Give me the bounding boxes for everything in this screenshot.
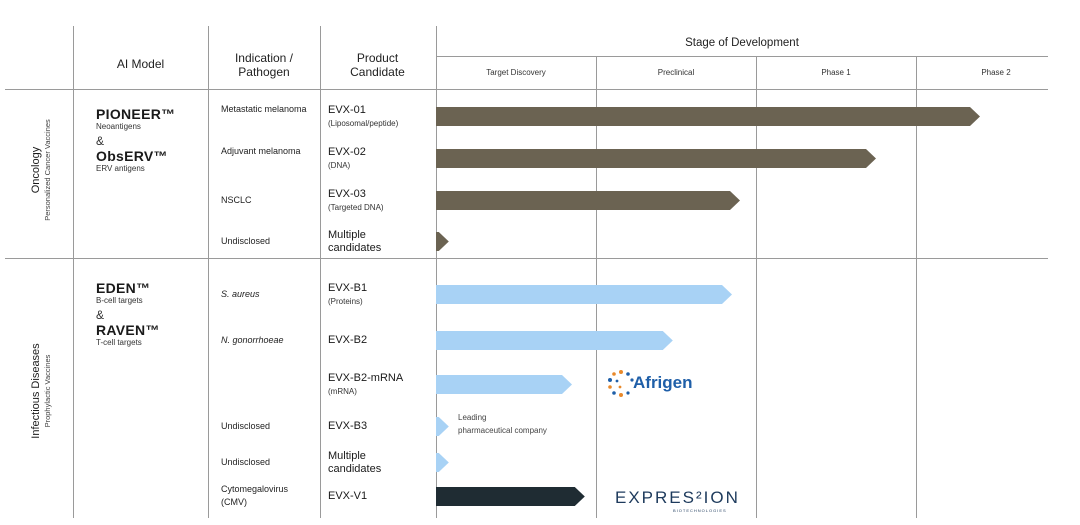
- partner-afrigen: Afrigen: [633, 373, 693, 392]
- stage-header-3: Phase 2: [981, 68, 1011, 77]
- afrigen-dots-icon: [608, 370, 634, 397]
- row-product-name: Multiple candidates: [328, 450, 382, 475]
- stage-header-0: Target Discovery: [486, 68, 546, 77]
- stage-header-2: Phase 1: [821, 68, 851, 77]
- row-indication: Undisclosed: [221, 457, 271, 467]
- row-bar-shape: [436, 486, 585, 506]
- row-bar-shape: [436, 284, 732, 304]
- model-ampersand-2: &: [96, 308, 105, 322]
- stage-header-1: Preclinical: [657, 68, 695, 77]
- row-bar-shape: [436, 452, 449, 472]
- row-product: EVX-02 (DNA): [328, 146, 433, 172]
- grid-vline-stage3: [916, 56, 917, 518]
- row-product-sub: (Proteins): [328, 297, 363, 306]
- row-product: EVX-B2-mRNA (mRNA): [328, 372, 433, 398]
- model-ampersand-1: &: [96, 134, 105, 148]
- row-bar: [436, 452, 449, 472]
- grid-vline-col3: [320, 26, 321, 518]
- row-bar: [436, 374, 572, 394]
- row-bar-shape: [436, 190, 740, 210]
- header-stage: Stage of Development: [685, 37, 799, 49]
- grid-vline-col4: [436, 26, 437, 518]
- row-product: Multiple candidates: [328, 450, 433, 476]
- row-bar-shape: [436, 330, 673, 350]
- row-indication: Metastatic melanoma: [221, 104, 307, 114]
- grid-vline-col1: [73, 26, 74, 518]
- partner-expression-sub: BIOTECHNOLOGIES: [673, 508, 727, 513]
- row-product-sub: (Liposomal/peptide): [328, 119, 399, 128]
- partner-leading-line2: pharmaceutical company: [458, 426, 547, 435]
- row-product-name: EVX-V1: [328, 490, 368, 502]
- row-bar: [436, 231, 449, 251]
- model-group-infectious: EDEN™ B-cell targets & RAVEN™ T-cell tar…: [96, 280, 206, 347]
- row-indication: NSCLC: [221, 195, 252, 205]
- row-product-name: EVX-B3: [328, 420, 368, 432]
- header-ai-model: AI Model: [116, 57, 165, 71]
- section-infectious: Infectious Diseases Prophylactic Vaccine…: [30, 301, 60, 481]
- model-eden-desc: B-cell targets: [96, 296, 143, 305]
- row-indication: S. aureus: [221, 289, 260, 299]
- grid-hline-section: [5, 258, 1048, 259]
- grid-vline-stage2: [756, 56, 757, 518]
- section-infectious-title: Infectious Diseases: [30, 343, 42, 439]
- partner-afrigen-logo: Afrigen: [606, 368, 716, 400]
- model-group-oncology: PIONEER™ Neoantigens & ObsERV™ ERV antig…: [96, 106, 206, 173]
- row-bar: [436, 330, 673, 350]
- model-raven: RAVEN™: [96, 322, 160, 338]
- row-product: EVX-B3: [328, 420, 433, 433]
- row-product-name: EVX-02: [328, 146, 366, 158]
- row-indication: Undisclosed: [221, 236, 271, 246]
- row-bar-shape: [436, 374, 572, 394]
- row-bar: [436, 416, 449, 436]
- row-bar-shape: [436, 106, 980, 126]
- row-indication: N. gonorrhoeae: [221, 335, 284, 345]
- model-pioneer-desc: Neoantigens: [96, 122, 141, 131]
- partner-expression-logo: EXPRES²ION BIOTECHNOLOGIES: [615, 488, 740, 513]
- grid-hline-header: [5, 89, 1048, 90]
- grid-vline-col2: [208, 26, 209, 518]
- section-oncology-subtitle: Personalized Cancer Vaccines: [43, 119, 52, 221]
- header-indication: Indication / Pathogen: [234, 51, 294, 79]
- grid-hline-stage: [436, 56, 1048, 57]
- row-bar-shape: [436, 231, 449, 251]
- row-product: EVX-03 (Targeted DNA): [328, 188, 433, 214]
- row-product-name: EVX-03: [328, 188, 366, 200]
- model-observ: ObsERV™: [96, 148, 168, 164]
- partner-expression: EXPRES²ION: [615, 488, 740, 507]
- section-oncology-title: Oncology: [30, 146, 42, 194]
- row-product-name: EVX-B1: [328, 282, 368, 294]
- row-product-sub: (Targeted DNA): [328, 203, 384, 212]
- row-bar-shape: [436, 148, 876, 168]
- row-product: EVX-01 (Liposomal/peptide): [328, 104, 433, 130]
- section-oncology: Oncology Personalized Cancer Vaccines: [30, 80, 60, 260]
- row-bar-shape: [436, 416, 449, 436]
- model-pioneer: PIONEER™: [96, 106, 176, 122]
- model-eden: EDEN™: [96, 280, 151, 296]
- header-product: Product Candidate: [350, 51, 405, 79]
- partner-leading-line1: Leading: [458, 413, 487, 422]
- row-product-sub: (DNA): [328, 161, 351, 170]
- row-product-sub: (mRNA): [328, 387, 357, 396]
- row-bar: [436, 284, 732, 304]
- row-product: Multiple candidates: [328, 229, 433, 255]
- row-product-name: Multiple candidates: [328, 229, 382, 254]
- row-indication: Cytomegalovirus (CMV): [221, 484, 289, 507]
- row-indication: Adjuvant melanoma: [221, 146, 301, 156]
- row-product: EVX-V1: [328, 490, 433, 503]
- row-product-name: EVX-B2: [328, 334, 368, 346]
- section-infectious-subtitle: Prophylactic Vaccines: [43, 354, 52, 428]
- partner-leading-pharma: Leading pharmaceutical company: [458, 411, 547, 437]
- row-bar: [436, 486, 585, 506]
- row-product-name: EVX-B2-mRNA: [328, 372, 404, 384]
- row-bar: [436, 106, 980, 126]
- row-bar: [436, 148, 876, 168]
- row-indication: Undisclosed: [221, 421, 271, 431]
- row-product-name: EVX-01: [328, 104, 366, 116]
- model-raven-desc: T-cell targets: [96, 338, 142, 347]
- row-product: EVX-B1 (Proteins): [328, 282, 433, 308]
- row-bar: [436, 190, 740, 210]
- model-observ-desc: ERV antigens: [96, 164, 145, 173]
- row-product: EVX-B2: [328, 334, 433, 347]
